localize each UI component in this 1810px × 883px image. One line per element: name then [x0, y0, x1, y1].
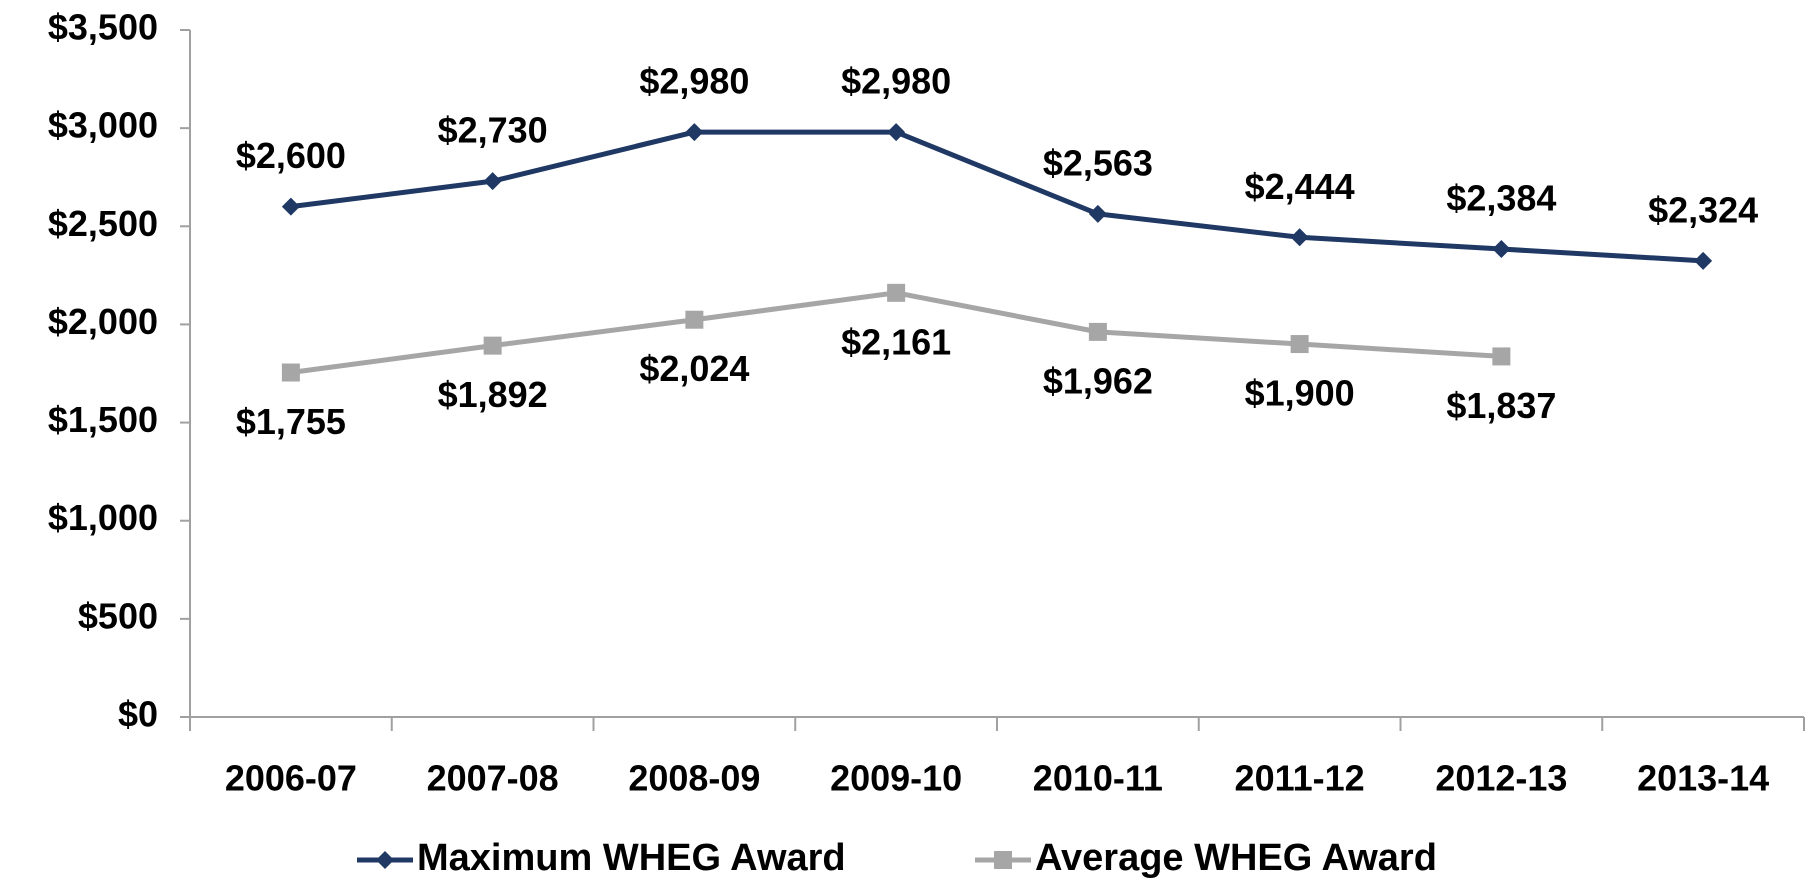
data-label: $1,962 — [1043, 360, 1153, 401]
data-point — [1492, 240, 1511, 259]
legend-label: Average WHEG Award — [1035, 837, 1437, 879]
y-tick-label: $1,500 — [48, 399, 158, 440]
legend-marker — [376, 851, 394, 869]
x-tick-label: 2008-09 — [628, 758, 760, 799]
data-label: $2,384 — [1446, 178, 1556, 219]
legend-label: Maximum WHEG Award — [417, 837, 846, 879]
data-label: $1,900 — [1245, 373, 1355, 414]
data-point — [685, 123, 704, 142]
y-tick-label: $2,000 — [48, 301, 158, 342]
data-point — [1492, 347, 1511, 366]
x-tick-label: 2006-07 — [225, 758, 357, 799]
data-point — [1694, 251, 1713, 270]
y-tick-label: $0 — [118, 694, 158, 735]
y-tick-label: $1,000 — [48, 497, 158, 538]
data-point — [1290, 335, 1309, 354]
data-label: $2,324 — [1648, 189, 1758, 230]
y-tick-label: $2,500 — [48, 203, 158, 244]
data-label: $1,892 — [438, 374, 548, 415]
data-label: $2,161 — [841, 321, 951, 362]
x-tick-label: 2013-14 — [1637, 758, 1769, 799]
data-point — [1290, 228, 1309, 247]
data-point — [685, 310, 704, 329]
data-label: $2,980 — [639, 61, 749, 102]
data-label: $2,730 — [438, 110, 548, 151]
y-tick-label: $500 — [78, 595, 158, 636]
data-point — [1088, 204, 1107, 223]
data-point — [281, 197, 300, 216]
data-label: $2,600 — [236, 135, 346, 176]
x-tick-label: 2011-12 — [1235, 758, 1365, 799]
data-point — [483, 336, 502, 355]
series-line — [290, 129, 1704, 264]
x-tick-label: 2009-10 — [830, 758, 962, 799]
y-tick-label: $3,500 — [48, 7, 158, 48]
data-point — [281, 363, 300, 382]
data-label: $2,980 — [841, 61, 951, 102]
data-point — [1088, 322, 1107, 341]
data-point — [887, 123, 906, 142]
y-tick-label: $3,000 — [48, 105, 158, 146]
data-point — [887, 283, 906, 302]
x-tick-label: 2010-11 — [1033, 758, 1163, 799]
data-label: $1,837 — [1446, 385, 1556, 426]
x-tick-label: 2007-08 — [427, 758, 559, 799]
x-tick-label: 2012-13 — [1435, 758, 1567, 799]
data-point — [483, 172, 502, 191]
data-label: $1,755 — [236, 401, 346, 442]
data-label: $2,444 — [1245, 166, 1355, 207]
data-label: $2,024 — [639, 348, 749, 389]
legend-marker — [994, 851, 1012, 869]
data-label: $2,563 — [1043, 142, 1153, 183]
